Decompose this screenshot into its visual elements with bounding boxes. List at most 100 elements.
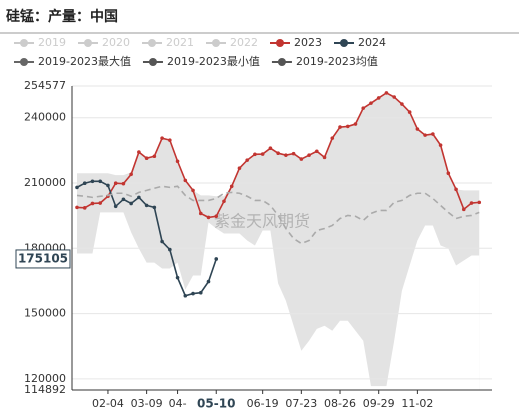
point: [353, 122, 358, 126]
point: [454, 187, 458, 192]
y-tick-label: 114892: [24, 383, 66, 396]
point: [75, 185, 79, 190]
point: [423, 133, 427, 137]
legend-icon-dot: [20, 58, 28, 66]
legend-item[interactable]: 2021: [142, 36, 194, 49]
point: [152, 205, 157, 210]
point: [369, 101, 373, 105]
legend-label: 2019-2023最大值: [38, 54, 131, 68]
legend-icon-dot: [148, 39, 156, 47]
point: [129, 201, 133, 206]
point: [222, 199, 226, 204]
legend-icon-dot: [148, 58, 157, 66]
point: [198, 290, 203, 295]
point: [338, 125, 342, 129]
watermark: 紫金天风期货: [214, 212, 310, 231]
point: [168, 247, 172, 252]
x-tick-label: 03-09: [131, 397, 163, 410]
point: [82, 181, 87, 186]
x-tick-label: 02-04: [92, 397, 124, 410]
point: [291, 151, 296, 156]
point: [144, 203, 149, 208]
legend-item[interactable]: 2020: [78, 36, 130, 49]
point: [90, 201, 95, 206]
y-tick-label: 120000: [24, 372, 66, 385]
legend-label: 2019-2023均值: [296, 55, 378, 68]
legend-icon-dot: [277, 58, 286, 66]
point: [446, 171, 451, 176]
point: [276, 151, 280, 155]
legend-label: 2024: [358, 36, 386, 49]
point: [160, 239, 164, 244]
y-tick-label: 254577: [24, 79, 66, 92]
x-tick-label: 08-26: [324, 397, 356, 410]
point: [191, 188, 195, 193]
point: [183, 178, 188, 183]
axis-pointer-box: [15, 249, 71, 269]
y-tick-label: 150000: [24, 307, 66, 320]
point: [415, 127, 420, 131]
legend-icon-dot: [340, 39, 348, 47]
legend-item[interactable]: 2019: [14, 36, 66, 49]
point: [206, 279, 211, 284]
point: [315, 149, 319, 154]
x-tick-label: 05-10: [197, 397, 235, 411]
x-tick-label: 11-02: [401, 397, 433, 410]
x-tick-label: 06-19: [247, 397, 279, 410]
point: [469, 201, 474, 205]
point: [345, 124, 350, 129]
legend-item[interactable]: 2024: [334, 36, 386, 49]
chart-title: 硅锰：产量：中国: [6, 8, 118, 25]
point: [237, 166, 242, 171]
point: [214, 214, 219, 219]
legend-icon-dot: [212, 39, 220, 47]
point: [260, 152, 265, 156]
point: [438, 143, 443, 147]
point: [137, 150, 141, 154]
point: [307, 153, 311, 157]
x-tick-label: 04-: [169, 397, 187, 410]
x-tick-label: 09-29: [363, 397, 395, 410]
legend-label: 2023: [294, 36, 322, 49]
legend-label: 2022: [230, 36, 258, 49]
point: [82, 206, 87, 210]
legend-item[interactable]: 2019-2023最大值: [14, 54, 131, 68]
legend-item[interactable]: 2022: [206, 36, 258, 49]
legend-icon-dot: [84, 39, 92, 47]
legend-label: 2021: [166, 36, 194, 49]
point: [152, 154, 157, 159]
legend-icon-dot: [276, 39, 284, 47]
point: [137, 195, 141, 200]
legend-item[interactable]: 2019-2023均值: [271, 55, 378, 68]
point: [121, 197, 126, 202]
y-tick-label: 240000: [24, 111, 66, 124]
point: [214, 257, 219, 261]
legend-item[interactable]: 2019-2023最小值: [142, 55, 260, 68]
point: [75, 205, 79, 210]
point: [407, 110, 412, 114]
point: [198, 211, 203, 216]
point: [113, 181, 118, 186]
legend-label: 2020: [102, 36, 130, 49]
point: [330, 136, 335, 140]
point: [106, 183, 110, 188]
legend-item[interactable]: 2023: [270, 36, 322, 49]
point: [129, 172, 133, 177]
point: [98, 201, 103, 205]
band-min-area: [77, 212, 480, 390]
point: [229, 184, 234, 189]
x-tick-label: 07-23: [285, 397, 317, 410]
point: [245, 158, 249, 162]
legend-label: 2019-2023最小值: [167, 55, 260, 68]
point: [90, 179, 95, 184]
axis-pointer-label: 175105: [18, 251, 68, 265]
point: [206, 215, 211, 220]
point: [160, 136, 164, 140]
point: [361, 106, 366, 110]
point: [284, 153, 288, 157]
point: [113, 204, 118, 209]
point: [376, 96, 381, 100]
point: [299, 157, 304, 161]
point: [175, 275, 180, 280]
